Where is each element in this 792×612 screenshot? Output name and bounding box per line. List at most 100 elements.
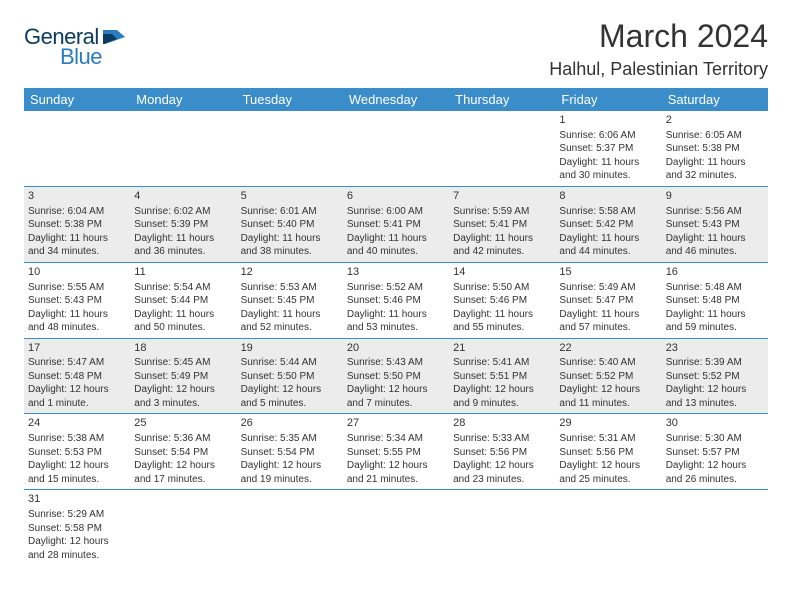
calendar-cell: 6Sunrise: 6:00 AMSunset: 5:41 PMDaylight…: [343, 186, 449, 262]
day-detail-line: Daylight: 12 hours: [347, 459, 445, 473]
day-detail-line: Sunset: 5:54 PM: [241, 446, 339, 460]
day-number: 18: [134, 341, 232, 356]
calendar-week-row: 24Sunrise: 5:38 AMSunset: 5:53 PMDayligh…: [24, 414, 768, 490]
day-detail-line: Sunrise: 5:33 AM: [453, 432, 551, 446]
day-detail-line: and 42 minutes.: [453, 245, 551, 259]
calendar-cell: 10Sunrise: 5:55 AMSunset: 5:43 PMDayligh…: [24, 262, 130, 338]
day-detail-line: Sunset: 5:51 PM: [453, 370, 551, 384]
day-detail-line: Sunrise: 5:53 AM: [241, 281, 339, 295]
day-detail-line: Sunrise: 5:41 AM: [453, 356, 551, 370]
day-detail-line: Sunrise: 5:35 AM: [241, 432, 339, 446]
calendar-cell: 19Sunrise: 5:44 AMSunset: 5:50 PMDayligh…: [237, 338, 343, 414]
day-detail-line: and 36 minutes.: [134, 245, 232, 259]
calendar-cell: 12Sunrise: 5:53 AMSunset: 5:45 PMDayligh…: [237, 262, 343, 338]
day-detail-line: Daylight: 12 hours: [28, 459, 126, 473]
day-number: 24: [28, 416, 126, 431]
day-detail-line: and 38 minutes.: [241, 245, 339, 259]
day-detail-line: and 50 minutes.: [134, 321, 232, 335]
day-detail-line: and 19 minutes.: [241, 473, 339, 487]
day-detail-line: Sunset: 5:43 PM: [666, 218, 764, 232]
calendar-cell: 16Sunrise: 5:48 AMSunset: 5:48 PMDayligh…: [662, 262, 768, 338]
day-detail-line: Daylight: 12 hours: [241, 459, 339, 473]
day-number: 8: [559, 189, 657, 204]
day-detail-line: Daylight: 12 hours: [241, 383, 339, 397]
weekday-header: Wednesday: [343, 88, 449, 111]
day-detail-line: Sunset: 5:52 PM: [559, 370, 657, 384]
day-detail-line: Sunset: 5:56 PM: [559, 446, 657, 460]
day-detail-line: and 15 minutes.: [28, 473, 126, 487]
day-detail-line: Sunset: 5:49 PM: [134, 370, 232, 384]
day-number: 20: [347, 341, 445, 356]
calendar-week-row: 3Sunrise: 6:04 AMSunset: 5:38 PMDaylight…: [24, 186, 768, 262]
day-detail-line: and 55 minutes.: [453, 321, 551, 335]
day-detail-line: Sunrise: 5:55 AM: [28, 281, 126, 295]
day-detail-line: Daylight: 12 hours: [453, 459, 551, 473]
calendar-cell: 22Sunrise: 5:40 AMSunset: 5:52 PMDayligh…: [555, 338, 661, 414]
day-detail-line: Daylight: 11 hours: [134, 308, 232, 322]
day-detail-line: Daylight: 11 hours: [559, 308, 657, 322]
calendar-cell: 23Sunrise: 5:39 AMSunset: 5:52 PMDayligh…: [662, 338, 768, 414]
day-detail-line: Daylight: 11 hours: [241, 232, 339, 246]
day-detail-line: Sunset: 5:57 PM: [666, 446, 764, 460]
day-detail-line: and 52 minutes.: [241, 321, 339, 335]
calendar-cell: 31Sunrise: 5:29 AMSunset: 5:58 PMDayligh…: [24, 490, 130, 565]
day-detail-line: Daylight: 12 hours: [559, 383, 657, 397]
calendar-cell: 7Sunrise: 5:59 AMSunset: 5:41 PMDaylight…: [449, 186, 555, 262]
day-number: 3: [28, 189, 126, 204]
day-detail-line: Sunset: 5:54 PM: [134, 446, 232, 460]
day-detail-line: Sunrise: 6:01 AM: [241, 205, 339, 219]
day-number: 27: [347, 416, 445, 431]
day-number: 29: [559, 416, 657, 431]
day-detail-line: Sunset: 5:52 PM: [666, 370, 764, 384]
calendar-cell: [662, 490, 768, 565]
day-detail-line: and 53 minutes.: [347, 321, 445, 335]
day-detail-line: Daylight: 12 hours: [347, 383, 445, 397]
day-number: 11: [134, 265, 232, 280]
day-number: 10: [28, 265, 126, 280]
calendar-cell: 18Sunrise: 5:45 AMSunset: 5:49 PMDayligh…: [130, 338, 236, 414]
day-detail-line: and 28 minutes.: [28, 549, 126, 563]
day-detail-line: Daylight: 11 hours: [666, 232, 764, 246]
day-detail-line: Sunset: 5:48 PM: [28, 370, 126, 384]
calendar-table: Sunday Monday Tuesday Wednesday Thursday…: [24, 88, 768, 565]
day-detail-line: Sunrise: 5:44 AM: [241, 356, 339, 370]
day-detail-line: Sunrise: 6:06 AM: [559, 129, 657, 143]
day-detail-line: and 32 minutes.: [666, 169, 764, 183]
calendar-cell: 1Sunrise: 6:06 AMSunset: 5:37 PMDaylight…: [555, 111, 661, 186]
day-detail-line: Daylight: 11 hours: [241, 308, 339, 322]
day-detail-line: Daylight: 11 hours: [559, 232, 657, 246]
calendar-cell: 27Sunrise: 5:34 AMSunset: 5:55 PMDayligh…: [343, 414, 449, 490]
weekday-header: Monday: [130, 88, 236, 111]
day-detail-line: Daylight: 12 hours: [559, 459, 657, 473]
day-detail-line: Sunrise: 5:39 AM: [666, 356, 764, 370]
calendar-week-row: 31Sunrise: 5:29 AMSunset: 5:58 PMDayligh…: [24, 490, 768, 565]
day-number: 5: [241, 189, 339, 204]
calendar-cell: 2Sunrise: 6:05 AMSunset: 5:38 PMDaylight…: [662, 111, 768, 186]
day-detail-line: Sunrise: 6:04 AM: [28, 205, 126, 219]
day-detail-line: Sunset: 5:50 PM: [347, 370, 445, 384]
calendar-cell: [237, 490, 343, 565]
calendar-cell: [449, 111, 555, 186]
day-detail-line: Sunrise: 6:02 AM: [134, 205, 232, 219]
day-detail-line: Sunset: 5:46 PM: [453, 294, 551, 308]
calendar-cell: 14Sunrise: 5:50 AMSunset: 5:46 PMDayligh…: [449, 262, 555, 338]
day-detail-line: and 1 minute.: [28, 397, 126, 411]
day-detail-line: Daylight: 12 hours: [28, 383, 126, 397]
calendar-cell: 29Sunrise: 5:31 AMSunset: 5:56 PMDayligh…: [555, 414, 661, 490]
day-detail-line: and 30 minutes.: [559, 169, 657, 183]
day-number: 2: [666, 113, 764, 128]
calendar-week-row: 10Sunrise: 5:55 AMSunset: 5:43 PMDayligh…: [24, 262, 768, 338]
day-detail-line: Sunrise: 5:38 AM: [28, 432, 126, 446]
calendar-cell: [237, 111, 343, 186]
day-detail-line: and 34 minutes.: [28, 245, 126, 259]
day-detail-line: Daylight: 11 hours: [347, 308, 445, 322]
day-detail-line: and 48 minutes.: [28, 321, 126, 335]
day-detail-line: Sunset: 5:44 PM: [134, 294, 232, 308]
day-detail-line: Sunrise: 5:34 AM: [347, 432, 445, 446]
day-detail-line: Daylight: 11 hours: [347, 232, 445, 246]
day-detail-line: Sunrise: 5:40 AM: [559, 356, 657, 370]
day-detail-line: Sunset: 5:37 PM: [559, 142, 657, 156]
day-detail-line: Sunset: 5:45 PM: [241, 294, 339, 308]
day-detail-line: Daylight: 11 hours: [559, 156, 657, 170]
day-number: 16: [666, 265, 764, 280]
